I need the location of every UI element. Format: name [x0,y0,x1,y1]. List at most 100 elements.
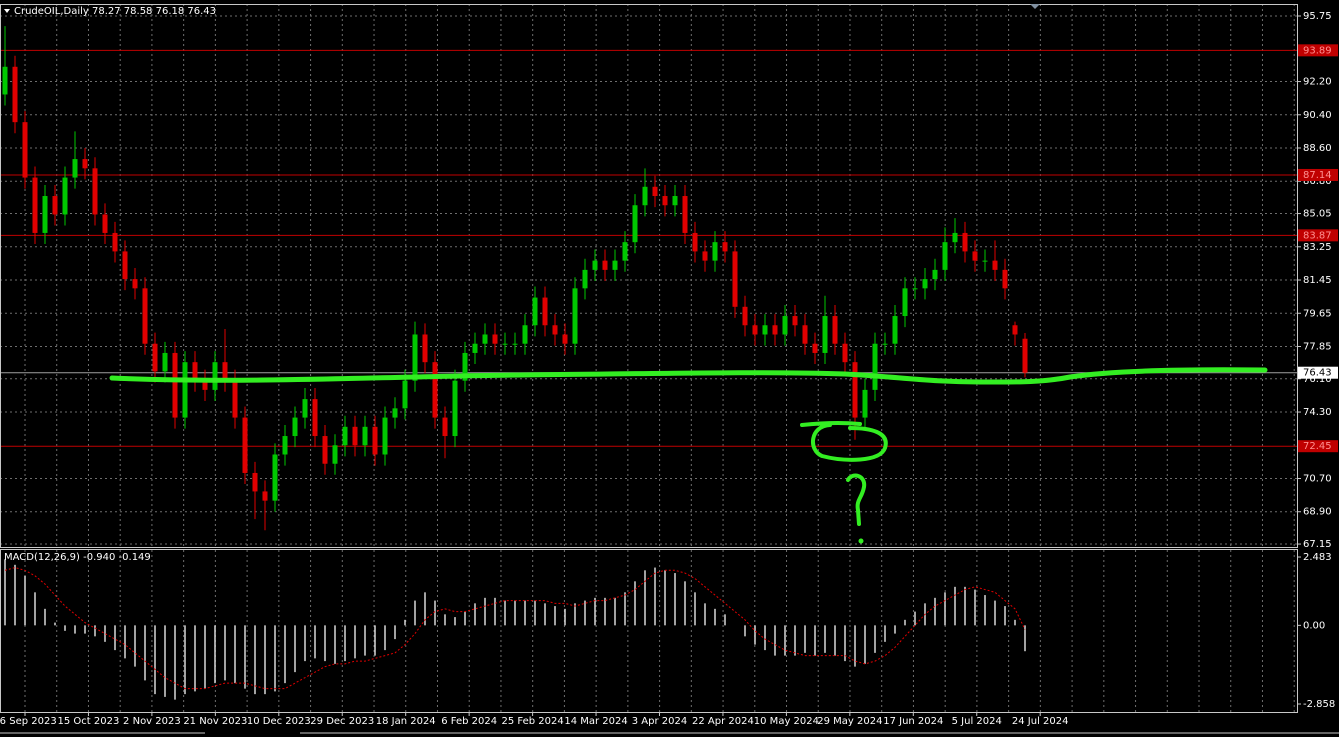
candle-body [152,343,158,372]
drawn-support-line [109,367,1268,385]
candle-body [192,362,198,381]
y-tick-label: 85.05 [1303,209,1332,220]
candle-body [472,343,478,353]
candle-body [2,66,8,95]
candle-body [332,445,338,464]
candle-body [592,260,598,270]
candle-body [832,316,838,344]
candle-body [452,380,458,437]
x-tick-label: 6 Feb 2024 [441,716,497,727]
last-price-tag [1298,366,1338,379]
candle-body [412,334,418,381]
candle-body [82,159,88,169]
price-level-tag [1298,168,1338,181]
candle-body [982,260,988,262]
candle-body [702,251,708,261]
candle-body [272,454,278,501]
x-tick-label: 10 May 2024 [754,716,819,727]
candle-body [902,288,908,317]
y-tick-label: 90.40 [1303,110,1332,121]
x-tick-label: 29 Dec 2023 [310,716,374,727]
candle-body [632,205,638,243]
candle-body [202,380,208,390]
candle-body [562,334,568,344]
candle-body [532,297,538,326]
candle-body [732,251,738,307]
y-tick-label: 67.15 [1303,539,1332,550]
candle-body [692,232,698,252]
x-tick-label: 5 Jul 2024 [952,716,1002,727]
candle-body [712,242,718,261]
candle-body [172,352,178,418]
macd-signal-line [4,567,1026,690]
price-level-tag [1298,229,1338,242]
candle-body [372,426,378,455]
candle-body [282,436,288,455]
candle-body [62,177,68,215]
x-tick-label: 18 Jan 2024 [376,716,436,727]
candle-body [92,168,98,215]
candle-body [42,196,48,233]
y-tick-label: 74.30 [1303,407,1332,418]
candle-body [462,352,468,381]
price-level-tag [1298,440,1338,453]
candle-body [292,417,298,437]
candle-body [322,436,328,464]
candle-body [22,122,28,178]
x-tick-label: 29 May 2024 [817,716,882,727]
candle-body [892,316,898,344]
candle-body [862,389,868,418]
last-price-label: 76.43 [1303,368,1332,379]
candle-body [612,260,618,270]
candle-body [822,316,828,353]
x-tick-label: 21 Nov 2023 [183,716,247,727]
candle-body [252,472,258,492]
price-level-label: 72.45 [1303,441,1332,452]
candle-body [232,380,238,418]
x-tick-label: 26 Sep 2023 [0,716,57,727]
candle-body [792,316,798,326]
candle-body [542,297,548,326]
candle-body [882,343,888,345]
candle-body [762,325,768,335]
candle-body [422,334,428,363]
candle-body [992,260,998,270]
x-tick-label: 22 Apr 2024 [692,716,754,727]
y-tick-label: 81.45 [1303,275,1332,286]
candle-body [402,380,408,409]
price-level-label: 87.14 [1303,170,1332,181]
candle-body [512,343,518,345]
candle-body [972,251,978,261]
candle-body [32,177,38,233]
candle-body [622,242,628,261]
candle-body [482,334,488,344]
candle-body [112,232,118,252]
x-tick-label: 25 Feb 2024 [501,716,563,727]
candle-body [302,399,308,418]
candle-body [392,408,398,418]
candle-body [912,288,918,290]
candle-body [1002,269,1008,289]
candle-body [262,491,268,501]
x-tick-label: 17 Jun 2024 [883,716,943,727]
y-tick-label: 68.90 [1303,507,1332,518]
chart-title: CrudeOIL,Daily 78.27 78.58 76.18 76.43 [14,6,216,17]
candle-body [642,186,648,206]
candle-body [352,426,358,446]
candle-body [1012,325,1018,335]
y-tick-label: 0.00 [1303,620,1325,631]
marks [2,26,1028,700]
candle-body [142,288,148,344]
candle-body [52,196,58,215]
macd-title: MACD(12,26,9) -0.940 -0.149 [4,552,151,563]
price-level-tag [1298,44,1338,57]
candle-body [222,362,228,381]
candle-body [662,196,668,206]
x-tick-label: 3 Apr 2024 [632,716,687,727]
y-tick-label: 76.10 [1303,374,1332,385]
candle-body [682,196,688,233]
candle-body [492,334,498,344]
price-level-label: 93.89 [1303,45,1332,56]
candle-body [132,279,138,289]
candle-body [812,343,818,353]
